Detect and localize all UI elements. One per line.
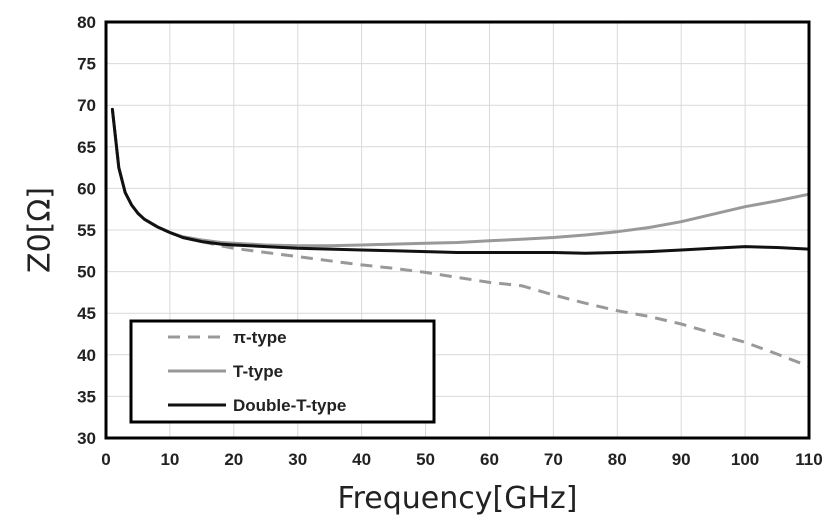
y-axis-title: Z0[Ω] [23,187,58,273]
plot-area-border [104,20,811,440]
y-tick-label: 35 [77,387,96,406]
y-tick-label: 40 [77,346,96,365]
legend-label: Double-T-type [233,396,346,415]
y-tick-label: 80 [77,13,96,32]
x-tick-label: 10 [160,450,179,469]
series-line-double-t-type [110,107,811,255]
y-tick-label: 50 [77,263,96,282]
x-tick-label: 50 [416,450,435,469]
x-tick-label: 20 [224,450,243,469]
y-tick-label: 60 [77,179,96,198]
y-tick-label: 75 [77,55,96,74]
x-axis-title: Frequency[GHz] [338,481,578,516]
y-tick-label: 65 [77,138,96,157]
y-tick-label: 30 [77,429,96,448]
y-tick-label: 45 [77,304,96,323]
series-line-t-type [110,107,811,248]
x-tick-label: 70 [544,450,563,469]
legend-label: π-type [233,328,287,347]
x-tick-label: 40 [352,450,371,469]
x-tick-label: 0 [101,450,110,469]
x-tick-label: 60 [480,450,499,469]
x-tick-label: 100 [731,450,759,469]
series-layer [110,107,811,368]
y-tick-label: 55 [77,221,96,240]
legend-label: T-type [233,362,283,381]
y-axis-ticks: 80 75 70 65 60 55 50 45 40 35 30 [77,13,96,448]
legend: π-type T-type Double-T-type [129,319,436,424]
y-tick-label: 70 [77,96,96,115]
x-tick-label: 110 [795,450,822,469]
x-tick-label: 90 [672,450,691,469]
x-tick-label: 80 [608,450,627,469]
x-tick-label: 30 [288,450,307,469]
x-axis-ticks: 0 10 20 30 40 50 60 70 80 90 100 110 [101,450,822,469]
